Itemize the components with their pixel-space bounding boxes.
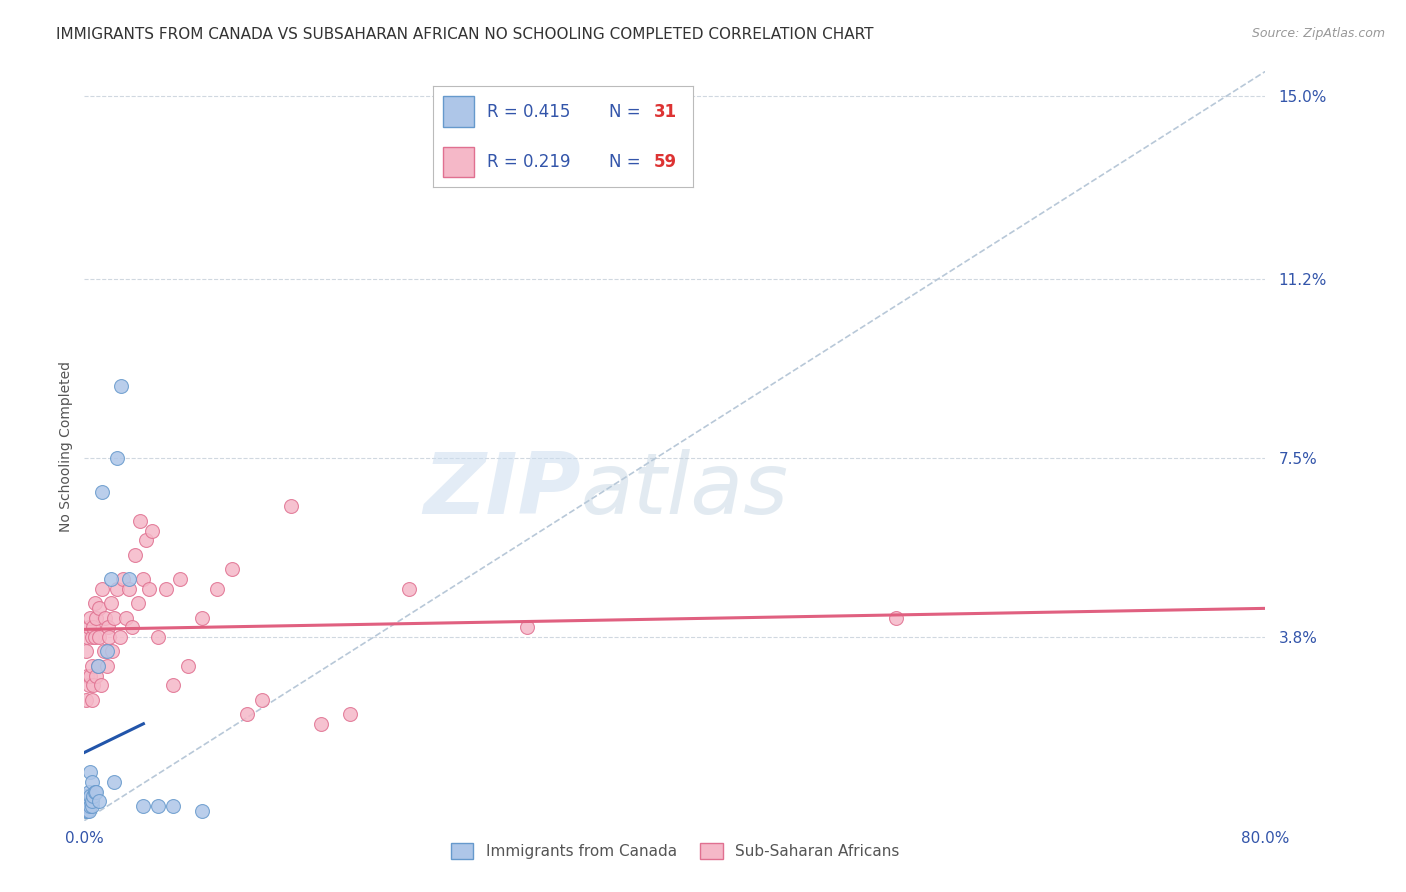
Point — [236, 707, 259, 722]
Point — [98, 630, 121, 644]
Text: IMMIGRANTS FROM CANADA VS SUBSAHARAN AFRICAN NO SCHOOLING COMPLETED CORRELATION : IMMIGRANTS FROM CANADA VS SUBSAHARAN AFR… — [56, 27, 873, 42]
Point — [76, 630, 98, 644]
Point — [83, 784, 105, 798]
Point — [100, 596, 122, 610]
Point — [82, 789, 104, 804]
Point — [79, 765, 101, 780]
Point — [86, 659, 108, 673]
Point — [155, 582, 177, 596]
Text: Source: ZipAtlas.com: Source: ZipAtlas.com — [1251, 27, 1385, 40]
Point — [127, 596, 149, 610]
Point — [118, 582, 141, 596]
Point — [162, 678, 184, 692]
Point — [79, 789, 101, 804]
Point — [108, 630, 131, 644]
Point — [77, 784, 100, 798]
Point — [76, 804, 98, 818]
Point — [114, 610, 136, 624]
Point — [132, 572, 155, 586]
Point — [121, 620, 143, 634]
Point — [177, 659, 200, 673]
Point — [97, 620, 120, 634]
Point — [135, 533, 157, 548]
Point — [84, 610, 107, 624]
Point — [103, 610, 125, 624]
Point — [87, 630, 111, 644]
Point — [118, 572, 141, 586]
Point — [191, 610, 214, 624]
Point — [86, 659, 108, 673]
Point — [80, 794, 103, 808]
Point — [129, 514, 152, 528]
Point — [87, 794, 111, 808]
Legend: Immigrants from Canada, Sub-Saharan Africans: Immigrants from Canada, Sub-Saharan Afri… — [444, 838, 905, 865]
Point — [80, 630, 103, 644]
Point — [75, 804, 97, 818]
Point — [75, 644, 97, 658]
Point — [105, 451, 128, 466]
Point — [111, 572, 134, 586]
Point — [132, 799, 155, 814]
Point — [94, 610, 117, 624]
Point — [250, 693, 273, 707]
Point — [207, 582, 229, 596]
Point — [221, 562, 243, 576]
Point — [138, 582, 160, 596]
Point — [75, 799, 97, 814]
Point — [103, 775, 125, 789]
Point — [398, 582, 420, 596]
Point — [162, 799, 184, 814]
Point — [76, 799, 98, 814]
Point — [80, 693, 103, 707]
Point — [516, 620, 538, 634]
Point — [83, 596, 105, 610]
Point — [886, 610, 908, 624]
Point — [77, 678, 100, 692]
Point — [76, 668, 98, 682]
Point — [80, 775, 103, 789]
Point — [79, 668, 101, 682]
Point — [141, 524, 163, 538]
Point — [84, 784, 107, 798]
Point — [101, 644, 124, 658]
Point — [87, 601, 111, 615]
Y-axis label: No Schooling Completed: No Schooling Completed — [59, 360, 73, 532]
Point — [82, 620, 104, 634]
Point — [148, 799, 170, 814]
Point — [77, 804, 100, 818]
Point — [309, 717, 332, 731]
Point — [82, 678, 104, 692]
Point — [169, 572, 191, 586]
Point — [84, 668, 107, 682]
Point — [79, 610, 101, 624]
Point — [148, 630, 170, 644]
Point — [83, 630, 105, 644]
Point — [80, 659, 103, 673]
Point — [77, 620, 100, 634]
Text: atlas: atlas — [581, 450, 789, 533]
Point — [96, 644, 118, 658]
Point — [79, 799, 101, 814]
Point — [105, 582, 128, 596]
Point — [77, 794, 100, 808]
Point — [91, 582, 114, 596]
Point — [76, 789, 98, 804]
Point — [280, 500, 302, 514]
Point — [75, 693, 97, 707]
Point — [80, 799, 103, 814]
Point — [339, 707, 361, 722]
Point — [91, 484, 114, 499]
Point — [100, 572, 122, 586]
Text: ZIP: ZIP — [423, 450, 581, 533]
Point — [110, 378, 132, 392]
Point — [75, 789, 97, 804]
Point — [124, 548, 146, 562]
Point — [90, 678, 112, 692]
Point — [191, 804, 214, 818]
Point — [93, 644, 115, 658]
Point — [96, 659, 118, 673]
